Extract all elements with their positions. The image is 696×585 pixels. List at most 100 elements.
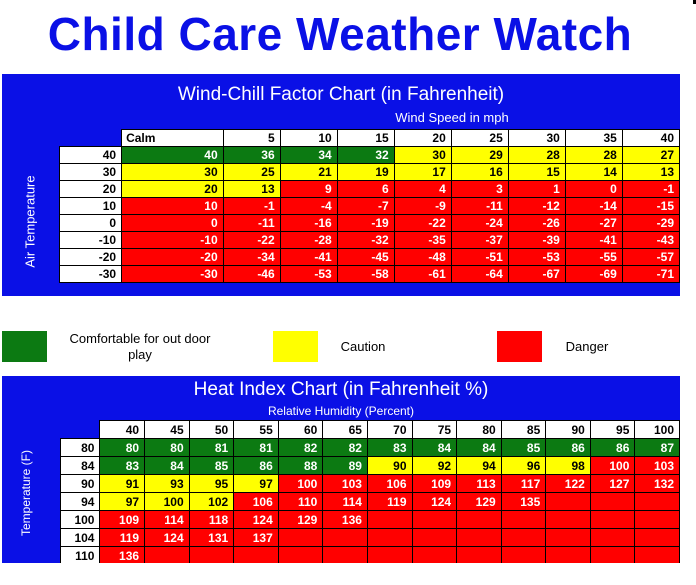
table-cell: -7 xyxy=(337,198,394,215)
table-cell: -61 xyxy=(394,266,451,283)
table-cell: 110 xyxy=(278,493,323,511)
table-cell: 119 xyxy=(367,493,412,511)
table-cell: -11 xyxy=(451,198,508,215)
table-cell: -53 xyxy=(508,249,565,266)
table-cell: -37 xyxy=(451,232,508,249)
column-header: 100 xyxy=(635,421,680,439)
table-cell: -45 xyxy=(337,249,394,266)
column-header: Calm xyxy=(122,130,224,147)
table-cell xyxy=(367,547,412,564)
column-header: 50 xyxy=(189,421,234,439)
table-cell: -14 xyxy=(565,198,622,215)
table-cell: 106 xyxy=(234,493,279,511)
windchill-subtitle: Wind Speed in mph xyxy=(224,110,680,125)
table-cell: 90 xyxy=(367,457,412,475)
column-header: 90 xyxy=(546,421,591,439)
table-cell xyxy=(457,529,502,547)
table-cell: -51 xyxy=(451,249,508,266)
table-cell: 6 xyxy=(337,181,394,198)
table-cell: 100 xyxy=(145,493,190,511)
table-cell: 124 xyxy=(234,511,279,529)
table-cell xyxy=(412,511,457,529)
table-row: -20 -20 -34 -41 -45 -48 -51 -53 -55 -57 xyxy=(60,249,680,266)
table-row: -30 -30 -46 -53 -58 -61 -64 -67 -69 -71 xyxy=(60,266,680,283)
table-cell xyxy=(189,547,234,564)
table-cell: 15 xyxy=(508,164,565,181)
table-cell xyxy=(546,547,591,564)
table-cell xyxy=(457,547,502,564)
table-row: 94 97 100 102 106 110 114 119 124 129 135 xyxy=(61,493,680,511)
table-row: -10 -10 -22 -28 -32 -35 -37 -39 -41 -43 xyxy=(60,232,680,249)
table-cell: 82 xyxy=(323,439,368,457)
table-cell: 28 xyxy=(508,147,565,164)
corner-blank-cell xyxy=(60,130,122,147)
heatindex-title: Heat Index Chart (in Fahrenheit %) xyxy=(2,379,680,401)
table-cell: 14 xyxy=(565,164,622,181)
table-cell: 80 xyxy=(145,439,190,457)
table-cell: 92 xyxy=(412,457,457,475)
table-cell: 83 xyxy=(367,439,412,457)
table-cell: -1 xyxy=(223,198,280,215)
table-cell: 102 xyxy=(189,493,234,511)
table-cell: 98 xyxy=(546,457,591,475)
table-cell xyxy=(323,529,368,547)
table-cell: 109 xyxy=(412,475,457,493)
table-cell: 28 xyxy=(565,147,622,164)
table-cell: 85 xyxy=(189,457,234,475)
table-cell: 135 xyxy=(501,493,546,511)
table-row: 104 119 124 131 137 xyxy=(61,529,680,547)
table-cell: 94 xyxy=(457,457,502,475)
table-cell: -43 xyxy=(622,232,679,249)
column-header: 15 xyxy=(337,130,394,147)
table-cell: 131 xyxy=(189,529,234,547)
table-cell: 100 xyxy=(278,475,323,493)
table-cell: 81 xyxy=(234,439,279,457)
table-row: 30 30 25 21 19 17 16 15 14 13 xyxy=(60,164,680,181)
table-cell: -11 xyxy=(223,215,280,232)
table-cell xyxy=(590,493,635,511)
table-cell: -28 xyxy=(280,232,337,249)
table-row: 20 20 13 9 6 4 3 1 0 -1 xyxy=(60,181,680,198)
row-header: -10 xyxy=(60,232,122,249)
table-cell: -64 xyxy=(451,266,508,283)
table-cell: 109 xyxy=(100,511,145,529)
table-cell: 136 xyxy=(100,547,145,564)
table-cell: 34 xyxy=(280,147,337,164)
table-cell: 86 xyxy=(546,439,591,457)
column-header: 40 xyxy=(622,130,679,147)
column-header: 40 xyxy=(100,421,145,439)
corner-blank-cell xyxy=(61,421,100,439)
table-cell: -58 xyxy=(337,266,394,283)
table-cell: 19 xyxy=(337,164,394,181)
column-header: 35 xyxy=(565,130,622,147)
table-cell: 88 xyxy=(278,457,323,475)
table-cell: -1 xyxy=(622,181,679,198)
table-cell xyxy=(501,529,546,547)
table-cell: -67 xyxy=(508,266,565,283)
table-cell: 118 xyxy=(189,511,234,529)
table-cell: 17 xyxy=(394,164,451,181)
table-cell: -20 xyxy=(122,249,224,266)
table-cell: 1 xyxy=(508,181,565,198)
column-header: 70 xyxy=(367,421,412,439)
table-cell xyxy=(635,529,680,547)
table-cell: 13 xyxy=(223,181,280,198)
table-cell: 100 xyxy=(590,457,635,475)
table-cell: -16 xyxy=(280,215,337,232)
table-cell xyxy=(457,511,502,529)
windchill-panel: Wind-Chill Factor Chart (in Fahrenheit) … xyxy=(2,74,680,296)
page-title: Child Care Weather Watch xyxy=(0,6,680,62)
heatindex-table: 40 45 50 55 60 65 70 75 80 85 90 95 100 80 80 80 81 81 82 8… xyxy=(60,420,680,563)
table-cell: -30 xyxy=(122,266,224,283)
table-cell: 3 xyxy=(451,181,508,198)
table-cell: 86 xyxy=(234,457,279,475)
legend-swatch-comfortable xyxy=(2,331,47,362)
table-cell: -22 xyxy=(223,232,280,249)
table-cell xyxy=(635,547,680,564)
table-cell xyxy=(412,547,457,564)
table-cell xyxy=(145,547,190,564)
table-cell: 30 xyxy=(394,147,451,164)
column-header: 60 xyxy=(278,421,323,439)
table-cell xyxy=(278,547,323,564)
table-cell: 124 xyxy=(145,529,190,547)
